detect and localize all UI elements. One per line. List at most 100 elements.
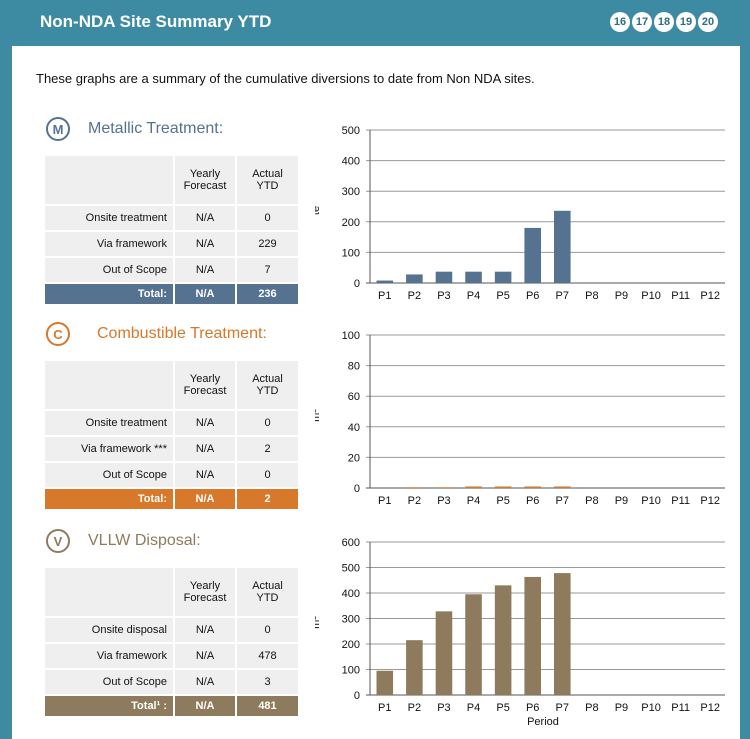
badge: 18 [654,12,674,32]
x-tick-label: P10 [641,702,661,714]
table-cell: Out of Scope [45,258,173,282]
y-tick-label: 100 [342,665,360,677]
x-tick-label: P5 [496,495,509,507]
bar [406,640,423,695]
total-cell: 236 [237,284,298,304]
table-cell: N/A [175,437,235,461]
table-cell: Via framework *** [45,437,173,461]
badge: 17 [632,12,652,32]
total-cell: Total: [45,284,173,304]
bar [494,271,512,283]
total-cell: Total: [45,489,173,509]
section-icon: C [46,322,70,346]
x-tick-label: P4 [467,290,480,302]
bar [465,271,482,283]
x-tick-label: P8 [585,495,598,507]
column-header: Actual YTD [237,361,298,409]
bar [376,670,394,695]
y-tick-label: 500 [342,125,360,137]
bar [435,487,453,488]
total-cell: 481 [237,696,298,716]
chart: m³ 0 20 40 60 80 100 P1 P2 P3 P4 P5 P6 P7 P8 P9 P10 P11 P1… [315,330,725,507]
total-cell: N/A [175,284,235,304]
x-tick-label: P10 [641,290,661,302]
bar [554,210,571,283]
table-cell: N/A [175,206,235,230]
x-tick-label: P9 [615,702,628,714]
x-tick-label: P8 [585,290,598,302]
x-tick-label: P11 [671,702,690,714]
bar [465,594,482,695]
x-tick-label: P5 [496,702,509,714]
badge: 20 [698,12,718,32]
x-tick-label: P9 [615,290,628,302]
y-tick-label: 100 [342,330,360,342]
y-tick-label: 200 [342,639,360,651]
table-cell: Out of Scope [45,670,173,694]
table-cell: N/A [175,618,235,642]
y-tick-label: 200 [342,217,360,229]
table-cell [45,568,173,616]
total-cell: N/A [175,696,235,716]
table-cell: Onsite disposal [45,618,173,642]
table-cell: Via framework [45,232,173,256]
column-header: Yearly Forecast [175,568,235,616]
x-tick-label: P2 [408,290,421,302]
table-cell: 0 [237,618,298,642]
table-cell: Out of Scope [45,463,173,487]
y-tick-label: 300 [342,186,360,198]
x-tick-label: P4 [467,702,480,714]
bar [465,486,482,488]
section-title: Metallic Treatment: [88,120,224,137]
bar [406,487,423,488]
table-cell: N/A [175,670,235,694]
y-axis-label: te [315,206,322,215]
x-tick-label: P7 [556,290,569,302]
bar [494,585,512,695]
bar [554,573,571,695]
x-tick-label: P6 [526,702,539,714]
y-tick-label: 100 [342,247,360,259]
y-axis-label: m³ [315,409,322,422]
y-tick-label: 80 [348,361,360,373]
column-header: Yearly Forecast [175,361,235,409]
bar [524,486,541,488]
x-tick-label: P5 [496,290,509,302]
x-tick-label: P12 [700,290,720,302]
x-tick-label: P2 [408,702,421,714]
table-cell: 478 [237,644,298,668]
x-tick-label: P1 [378,495,391,507]
y-tick-label: 60 [348,391,360,403]
table-cell: 7 [237,258,298,282]
table-cell: 0 [237,411,298,435]
x-tick-label: P3 [437,290,450,302]
table-cell: 3 [237,670,298,694]
table-cell [45,361,173,409]
x-tick-label: P12 [700,495,720,507]
x-tick-label: P6 [526,290,539,302]
column-header: Yearly Forecast [175,156,235,204]
badge: 16 [610,12,630,32]
y-tick-label: 0 [354,278,360,290]
x-tick-label: P3 [437,702,450,714]
x-tick-label: P7 [556,702,569,714]
bar [494,486,512,488]
intro: These graphs are a summary of the cumula… [36,71,535,86]
x-tick-label: P1 [378,290,391,302]
section-title: VLLW Disposal: [88,532,201,549]
y-tick-label: 20 [348,452,360,464]
y-tick-label: 300 [342,614,360,626]
chart: te 0 100 200 300 400 500 P1 P2 P3 P4 P5 P6 P7 P8 P9 P10 P… [315,125,725,302]
table-cell: N/A [175,232,235,256]
table-cell: N/A [175,644,235,668]
bar [376,280,394,283]
y-tick-label: 600 [342,537,360,549]
bar [435,271,453,283]
total-cell: Total¹ : [45,696,173,716]
table-cell: 2 [237,437,298,461]
y-tick-label: 40 [348,422,360,434]
total-cell: 2 [237,489,298,509]
chart: m³ 0 100 200 300 400 500 600 P1 P2 P3 P4 P5 P6 P7 P8 P9 P… [315,537,725,728]
bar [406,274,423,283]
y-tick-label: 0 [354,483,360,495]
